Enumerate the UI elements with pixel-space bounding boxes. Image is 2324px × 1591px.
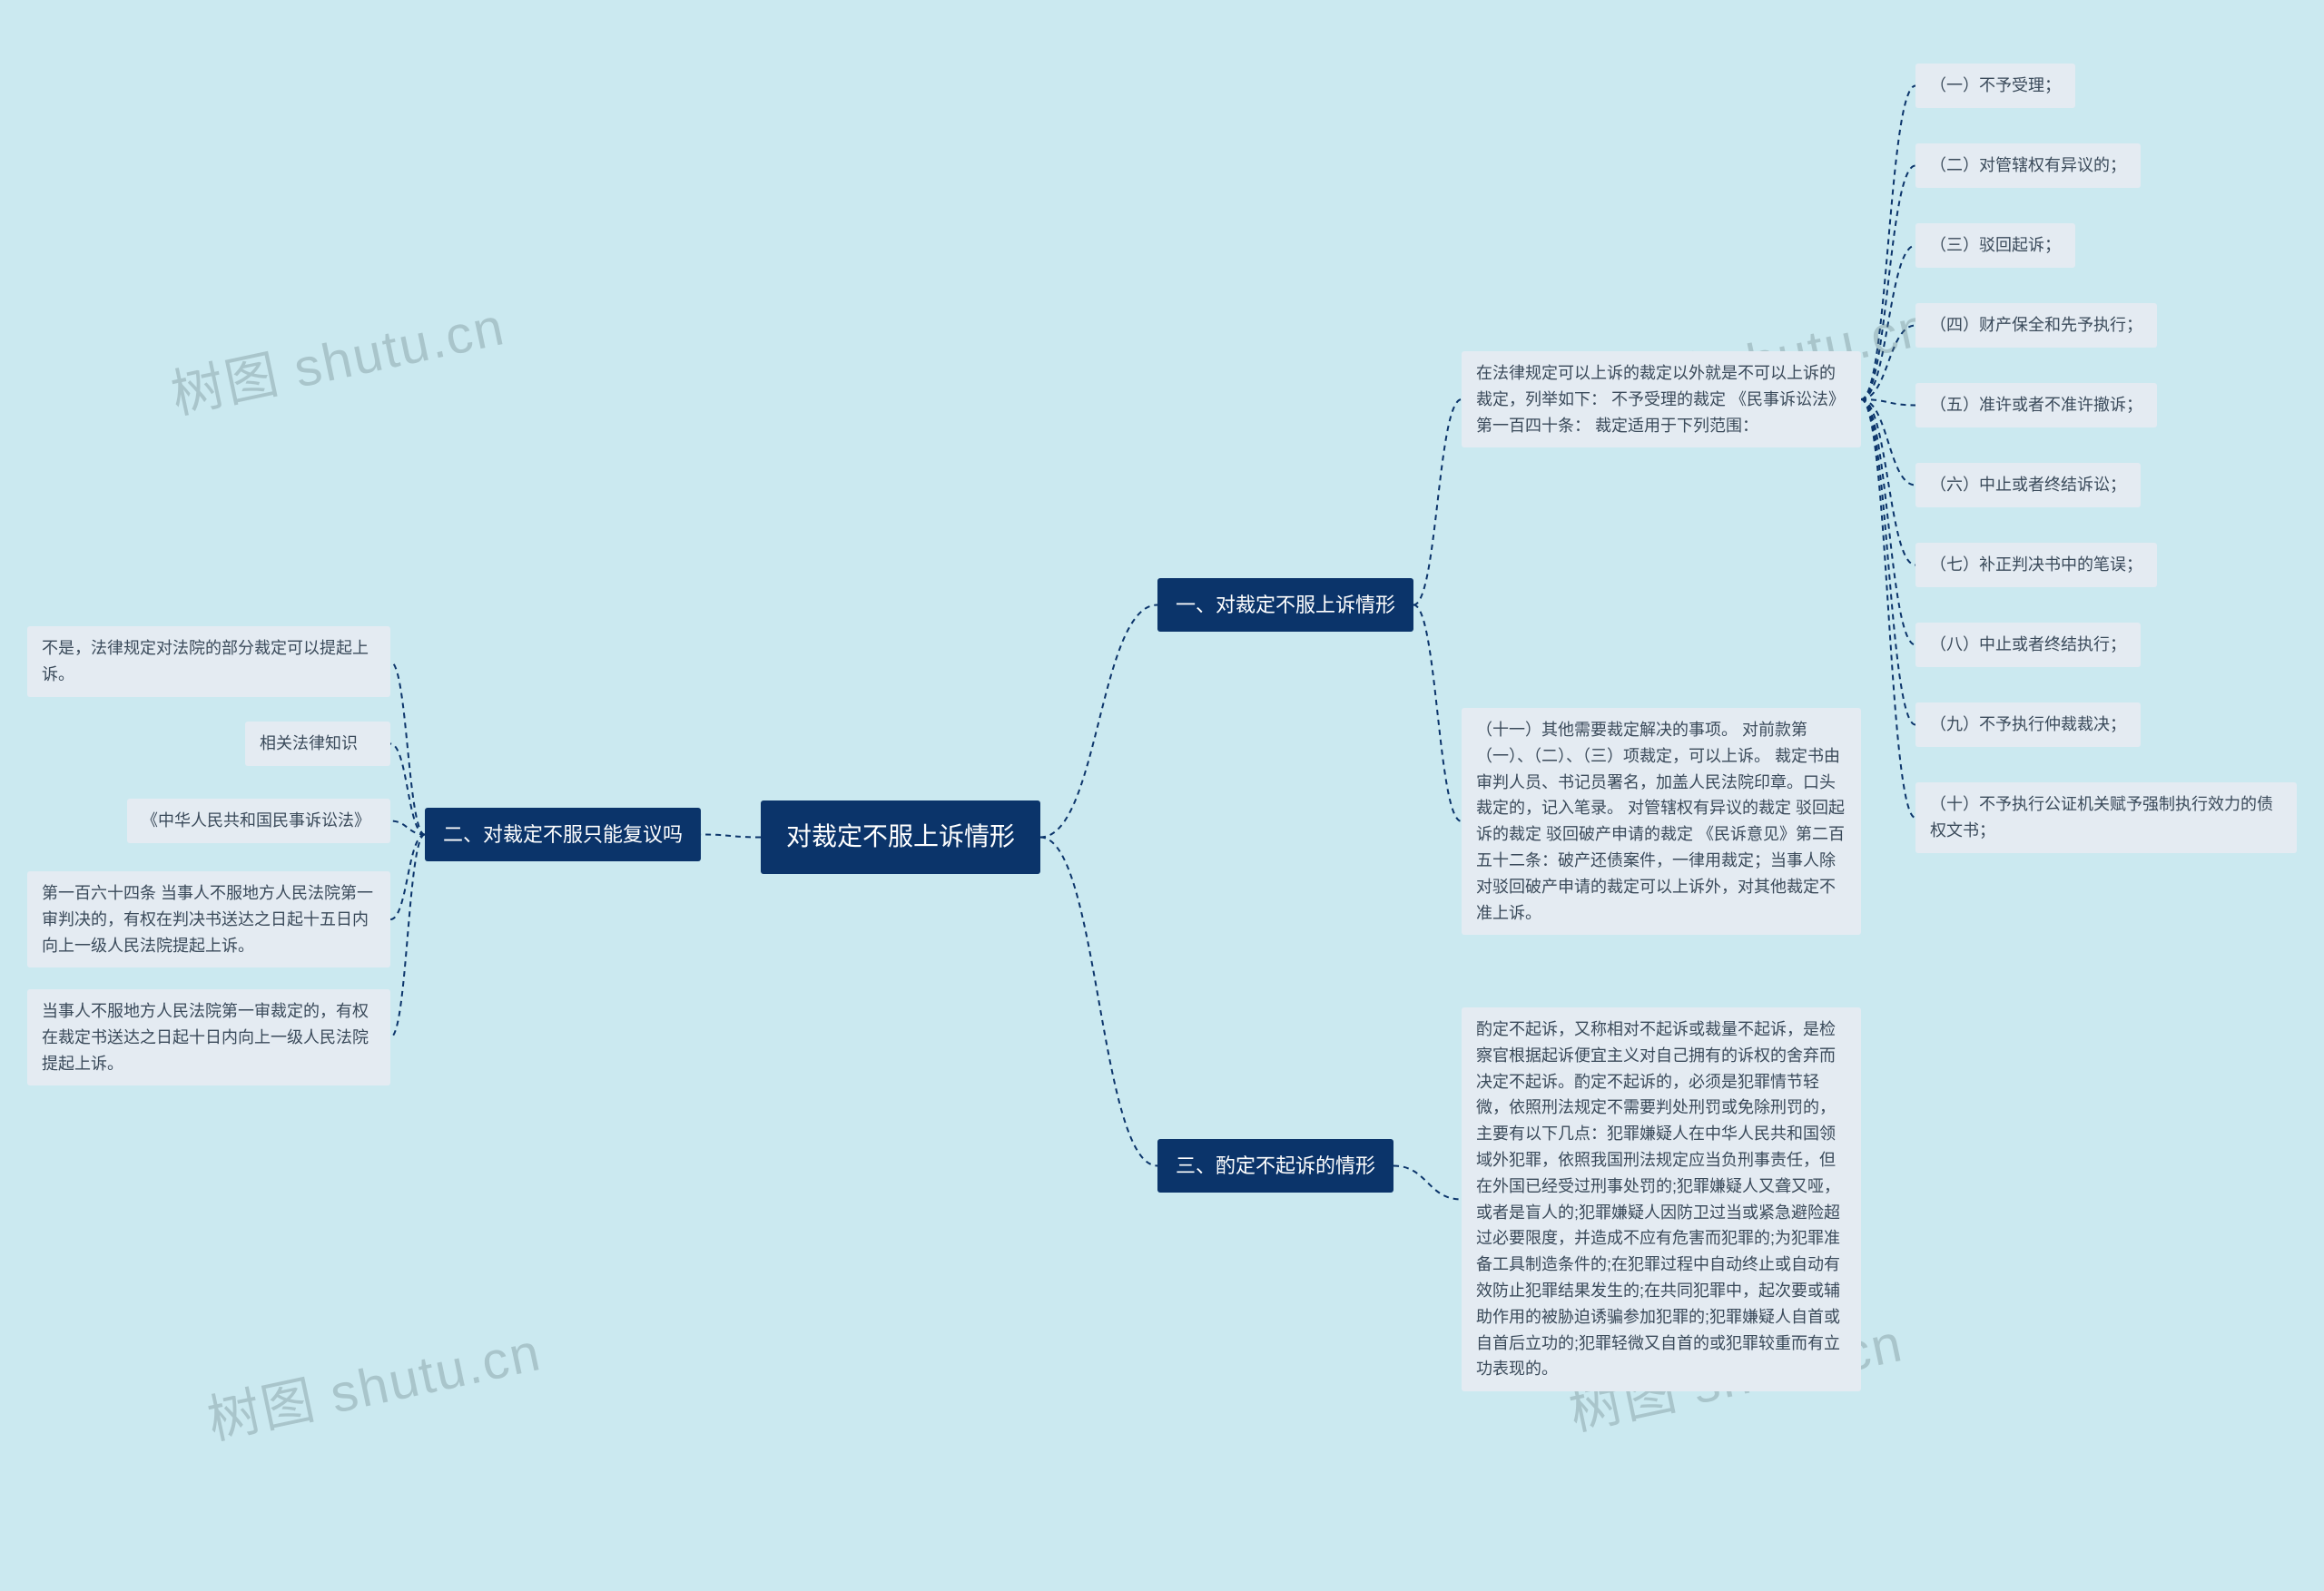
branch-1-item: （三）驳回起诉； (1915, 223, 2075, 268)
watermark: 树图 shutu.cn (163, 283, 511, 428)
branch-1-item: （二）对管辖权有异议的； (1915, 143, 2141, 188)
branch-1-item: （十）不予执行公证机关赋予强制执行效力的债权文书； (1915, 782, 2297, 853)
branch-1-item: （九）不予执行仲裁裁决； (1915, 702, 2141, 747)
branch-2-item: 《中华人民共和国民事诉讼法》 (127, 799, 390, 843)
branch-1-item: （八）中止或者终结执行； (1915, 623, 2141, 667)
branch-3-leaf: 酌定不起诉，又称相对不起诉或裁量不起诉，是检察官根据起诉便宜主义对自己拥有的诉权… (1462, 1007, 1861, 1391)
branch-2-item: 第一百六十四条 当事人不服地方人民法院第一审判决的，有权在判决书送达之日起十五日… (27, 871, 390, 967)
branch-1-item: （四）财产保全和先予执行； (1915, 303, 2157, 348)
watermark: 树图 shutu.cn (200, 1309, 547, 1454)
branch-1: 一、对裁定不服上诉情形 (1157, 578, 1413, 632)
branch-1-item: （一）不予受理； (1915, 64, 2075, 108)
branch-1-item: （五）准许或者不准许撤诉； (1915, 383, 2157, 427)
branch-2: 二、对裁定不服只能复议吗 (425, 808, 701, 861)
mindmap-root: 对裁定不服上诉情形 (761, 800, 1040, 874)
branch-1-item: （七）补正判决书中的笔误； (1915, 543, 2157, 587)
branch-2-item: 相关法律知识 (245, 722, 390, 766)
branch-1-item: （六）中止或者终结诉讼； (1915, 463, 2141, 507)
branch-3: 三、酌定不起诉的情形 (1157, 1139, 1393, 1193)
branch-1-tail: （十一）其他需要裁定解决的事项。 对前款第（一）、（二）、（三）项裁定，可以上诉… (1462, 708, 1861, 935)
branch-2-item: 不是，法律规定对法院的部分裁定可以提起上诉。 (27, 626, 390, 697)
branch-2-item: 当事人不服地方人民法院第一审裁定的，有权在裁定书送达之日起十日内向上一级人民法院… (27, 989, 390, 1085)
branch-1-lead: 在法律规定可以上诉的裁定以外就是不可以上诉的裁定，列举如下： 不予受理的裁定 《… (1462, 351, 1861, 447)
